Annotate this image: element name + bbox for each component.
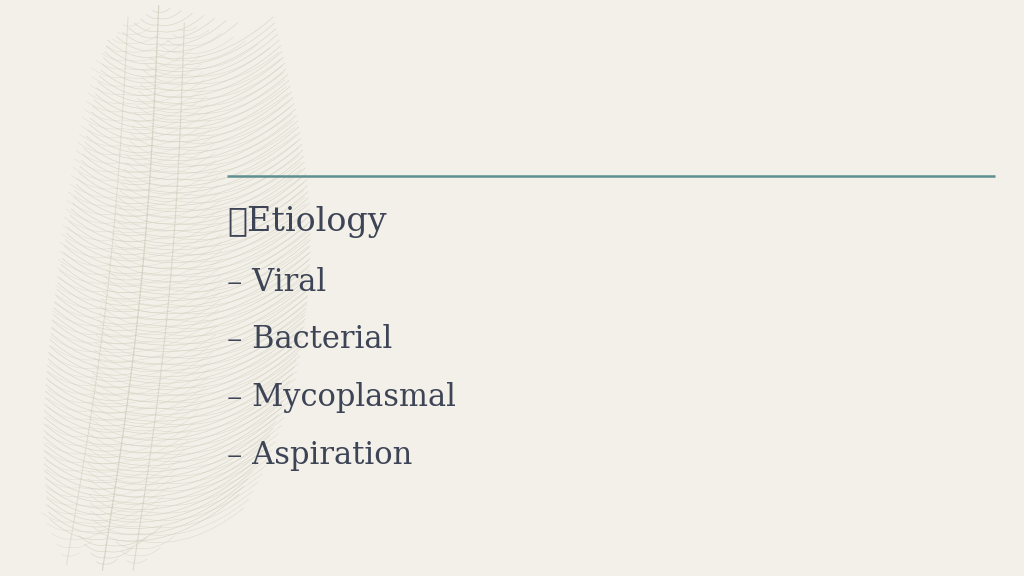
Text: – Aspiration: – Aspiration xyxy=(227,439,413,471)
Text: – Viral: – Viral xyxy=(227,267,327,298)
Text: – Mycoplasmal: – Mycoplasmal xyxy=(227,382,457,413)
Text: – Bacterial: – Bacterial xyxy=(227,324,392,355)
Text: ❖Etiology: ❖Etiology xyxy=(227,206,387,238)
